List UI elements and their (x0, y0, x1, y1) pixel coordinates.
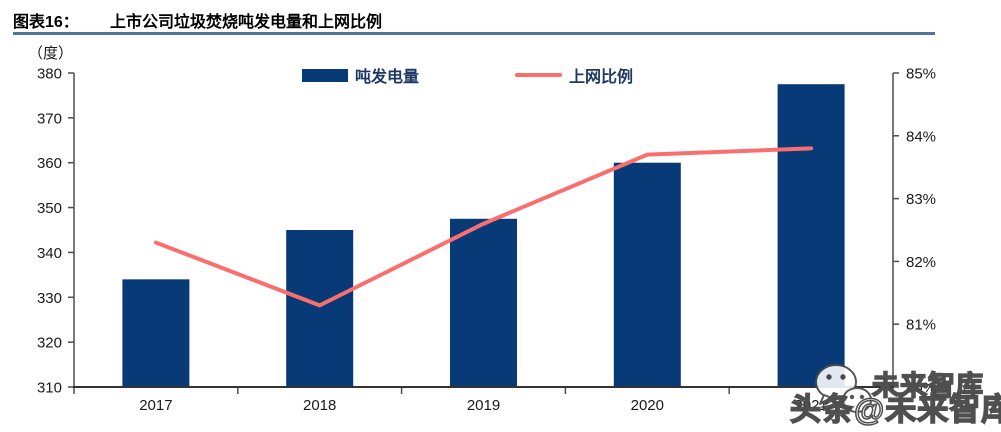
left-axis-tick-label: 370 (37, 110, 62, 127)
left-axis-tick-label: 330 (37, 290, 62, 307)
bar-2018 (286, 230, 354, 387)
legend-label-line-series: 上网比例 (569, 69, 634, 86)
left-axis-tick-label: 380 (37, 66, 62, 83)
legend-item-line-series: 上网比例 (515, 63, 633, 87)
line-series-swatch (515, 73, 563, 77)
x-axis-label: 2017 (139, 397, 172, 414)
x-axis-label: 2019 (467, 397, 500, 414)
figure-header: 图表16： 上市公司垃圾焚烧吨发电量和上网比例 (13, 8, 382, 32)
right-axis-tick-label: 85% (906, 66, 936, 83)
x-axis-label: 2020 (631, 397, 664, 414)
bar-2021 (777, 84, 845, 387)
left-axis-tick-label: 360 (37, 155, 62, 172)
x-axis-label: 2021 (794, 397, 827, 414)
chart-legend: 吨发电量 上网比例 (302, 63, 633, 87)
right-axis-tick-label: 81% (906, 317, 936, 334)
figure-title: 上市公司垃圾焚烧吨发电量和上网比例 (110, 14, 383, 31)
title-underline-rule (13, 32, 935, 35)
watermark-brand-large: 头条@未来智库 (789, 391, 1001, 428)
bar-2020 (613, 162, 681, 387)
legend-item-bar-series: 吨发电量 (302, 63, 419, 87)
right-axis-tick-label: 80% (906, 380, 936, 397)
watermark-brand-small: 未来智库 (871, 370, 984, 402)
left-axis-unit-label: （度） (28, 45, 74, 62)
left-axis-tick-label: 310 (37, 380, 62, 397)
right-axis-tick-label: 84% (906, 128, 936, 145)
left-axis-tick-label: 350 (37, 200, 62, 217)
bar-series-swatch (302, 68, 348, 82)
right-axis-tick-label: 82% (906, 254, 936, 271)
wechat-icon (815, 364, 872, 413)
legend-label-bar-series: 吨发电量 (355, 69, 420, 86)
bar-2019 (450, 218, 517, 387)
left-axis-tick-label: 320 (37, 335, 62, 352)
left-axis-tick-label: 340 (37, 245, 62, 262)
x-axis-label: 2018 (303, 397, 336, 414)
bar-2017 (122, 279, 190, 387)
right-axis-tick-label: 83% (906, 191, 936, 208)
figure-number: 图表16： (13, 14, 79, 31)
grid-ratio-line (153, 146, 814, 308)
